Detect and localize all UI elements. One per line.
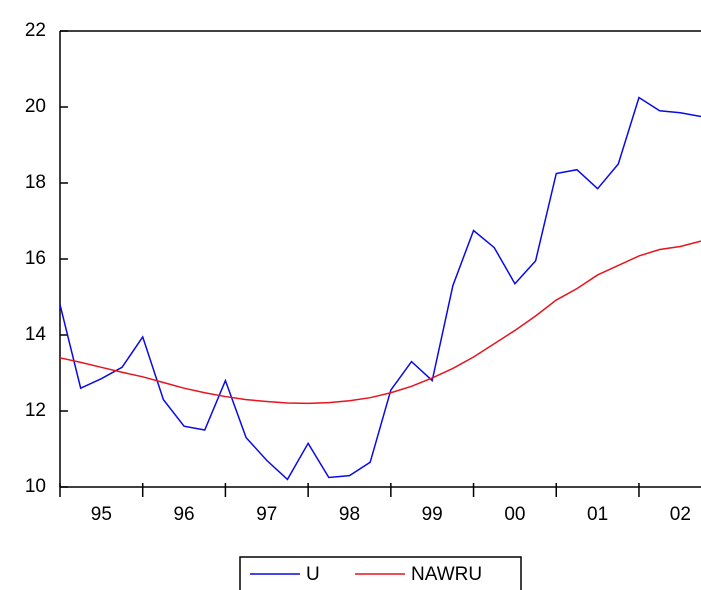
y-tick-label: 16 xyxy=(25,248,46,269)
x-tick-label: 02 xyxy=(670,504,691,525)
x-tick-label: 01 xyxy=(587,504,608,525)
x-tick-label: 00 xyxy=(504,504,525,525)
x-tick-label: 98 xyxy=(339,504,360,525)
y-tick-label: 10 xyxy=(25,476,46,497)
legend-label: U xyxy=(306,564,320,585)
x-tick-label: 97 xyxy=(256,504,277,525)
line-series xyxy=(59,240,701,405)
y-tick-label: 18 xyxy=(25,172,46,193)
y-tick-label: 22 xyxy=(25,20,46,41)
x-tick-label: 96 xyxy=(173,504,194,525)
y-tick-label: 12 xyxy=(25,400,46,421)
line-series xyxy=(59,96,701,481)
x-tick-label: 95 xyxy=(91,504,112,525)
y-tick-label: 20 xyxy=(25,96,46,117)
legend-label: NAWRU xyxy=(411,564,482,585)
y-tick-label: 14 xyxy=(25,324,47,345)
x-tick-label: 99 xyxy=(422,504,443,525)
